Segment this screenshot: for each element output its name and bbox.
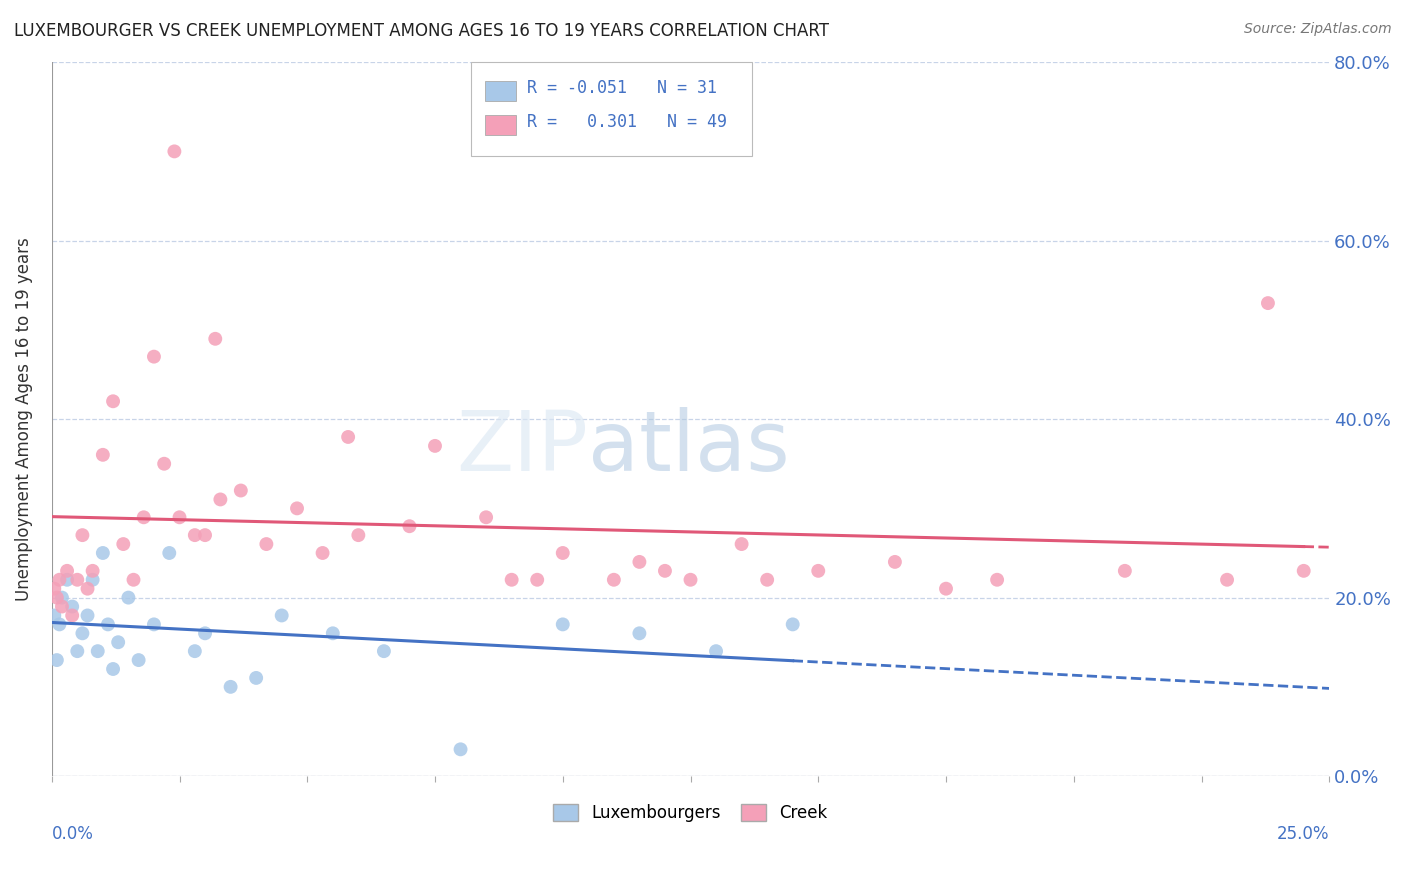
Point — [44, 608, 66, 623]
Point — [883, 555, 905, 569]
Point — [1257, 296, 1279, 310]
Point — [628, 626, 651, 640]
Text: ZIP: ZIP — [457, 407, 588, 488]
Point — [229, 483, 252, 498]
Point — [398, 519, 420, 533]
Point — [285, 501, 308, 516]
Point — [322, 626, 344, 640]
Point — [730, 537, 752, 551]
Text: Source: ZipAtlas.com: Source: ZipAtlas.com — [1244, 22, 1392, 37]
Point — [51, 599, 73, 614]
Point — [72, 528, 94, 542]
Point — [91, 546, 114, 560]
Point — [245, 671, 267, 685]
Point — [163, 145, 186, 159]
Point — [219, 680, 242, 694]
Point — [76, 582, 98, 596]
Point — [311, 546, 333, 560]
Point — [184, 528, 207, 542]
Y-axis label: Unemployment Among Ages 16 to 19 years: Unemployment Among Ages 16 to 19 years — [15, 237, 32, 601]
Point — [209, 492, 232, 507]
Point — [1292, 564, 1315, 578]
Point — [704, 644, 727, 658]
Point — [347, 528, 370, 542]
Point — [44, 582, 66, 596]
Point — [184, 644, 207, 658]
Point — [56, 564, 79, 578]
Point — [654, 564, 676, 578]
Point — [48, 617, 70, 632]
Point — [91, 448, 114, 462]
Text: 25.0%: 25.0% — [1277, 825, 1329, 843]
Point — [603, 573, 626, 587]
Point — [157, 546, 180, 560]
Point — [132, 510, 155, 524]
Point — [101, 662, 124, 676]
Point — [51, 591, 73, 605]
Point — [935, 582, 957, 596]
Text: R =   0.301   N = 49: R = 0.301 N = 49 — [527, 113, 727, 131]
Point — [60, 608, 83, 623]
Point — [194, 528, 217, 542]
Point — [986, 573, 1008, 587]
Point — [56, 573, 79, 587]
Point — [112, 537, 135, 551]
Point — [97, 617, 120, 632]
Point — [475, 510, 498, 524]
Text: LUXEMBOURGER VS CREEK UNEMPLOYMENT AMONG AGES 16 TO 19 YEARS CORRELATION CHART: LUXEMBOURGER VS CREEK UNEMPLOYMENT AMONG… — [14, 22, 830, 40]
Point — [153, 457, 176, 471]
Point — [117, 591, 139, 605]
Point — [423, 439, 446, 453]
Point — [270, 608, 292, 623]
Point — [82, 564, 104, 578]
Point — [76, 608, 98, 623]
Point — [450, 742, 472, 756]
Point — [551, 546, 574, 560]
Point — [142, 617, 165, 632]
Point — [169, 510, 191, 524]
Text: 0.0%: 0.0% — [52, 825, 94, 843]
Point — [87, 644, 110, 658]
Point — [128, 653, 150, 667]
Point — [60, 599, 83, 614]
Point — [142, 350, 165, 364]
Point — [679, 573, 702, 587]
Legend: Luxembourgers, Creek: Luxembourgers, Creek — [547, 797, 834, 829]
Point — [82, 573, 104, 587]
Point — [782, 617, 804, 632]
Point — [194, 626, 217, 640]
Point — [66, 573, 89, 587]
Point — [373, 644, 395, 658]
Point — [254, 537, 277, 551]
Point — [628, 555, 651, 569]
Text: R = -0.051   N = 31: R = -0.051 N = 31 — [527, 79, 717, 97]
Point — [807, 564, 830, 578]
Text: atlas: atlas — [588, 407, 790, 488]
Point — [337, 430, 360, 444]
Point — [72, 626, 94, 640]
Point — [526, 573, 548, 587]
Point — [204, 332, 226, 346]
Point — [551, 617, 574, 632]
Point — [45, 591, 67, 605]
Point — [122, 573, 145, 587]
Point — [1114, 564, 1136, 578]
Point — [48, 573, 70, 587]
Point — [1216, 573, 1239, 587]
Point — [107, 635, 129, 649]
Point — [66, 644, 89, 658]
Point — [756, 573, 779, 587]
Point — [45, 653, 67, 667]
Point — [101, 394, 124, 409]
Point — [501, 573, 523, 587]
